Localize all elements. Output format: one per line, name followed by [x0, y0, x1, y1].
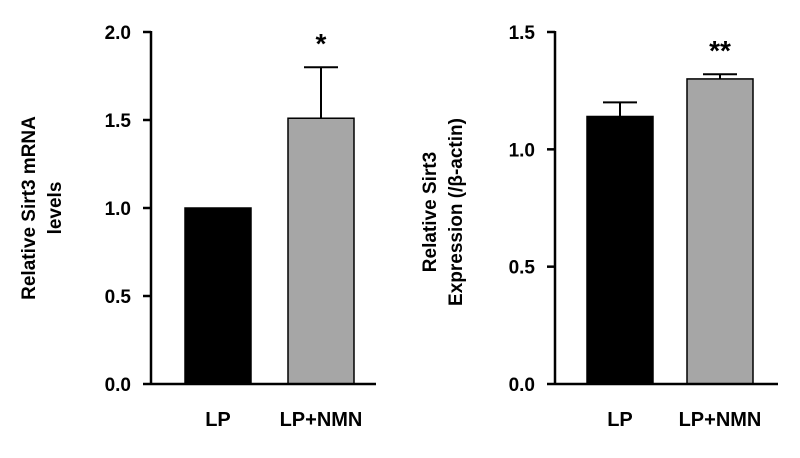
chart-2: LP ** LP+NMN 0.0 0.5 1.0 1.5 Relative Sirt3 Expr… — [420, 23, 778, 431]
category-label: LP — [205, 409, 231, 431]
significance-marker: * — [316, 28, 327, 59]
y-tick-label: 0.0 — [509, 375, 535, 396]
y-tick-label: 0.5 — [509, 258, 536, 279]
category-label: LP+NMN — [280, 409, 363, 431]
bar-lp-nmn — [287, 117, 355, 385]
category-label: LP+NMN — [679, 409, 762, 431]
y-tick-label: 2.0 — [105, 23, 131, 44]
y-tick-label: 0.0 — [105, 375, 131, 396]
y-axis-label: Relative Sirt3 — [420, 152, 441, 272]
y-axis-label: Expression (/β-actin) — [446, 118, 467, 306]
bar-lp — [184, 207, 252, 385]
category-label: LP — [607, 409, 633, 431]
y-axis-label: Relative Sirt3 mRNA — [19, 116, 40, 300]
y-tick-label: 0.5 — [105, 287, 132, 308]
y-axis-label: levels — [45, 182, 66, 235]
bar-lp-nmn — [686, 78, 754, 385]
y-tick-label: 1.5 — [509, 23, 536, 44]
significance-marker: ** — [709, 35, 731, 66]
y-tick-label: 1.0 — [105, 199, 131, 220]
y-tick-label: 1.0 — [509, 140, 535, 161]
bar-lp — [586, 115, 654, 385]
y-tick-label: 1.5 — [105, 111, 132, 132]
chart-1: LP * LP+NMN 0.0 0.5 1.0 1.5 2.0 Relative Sirt3 m… — [19, 23, 376, 431]
